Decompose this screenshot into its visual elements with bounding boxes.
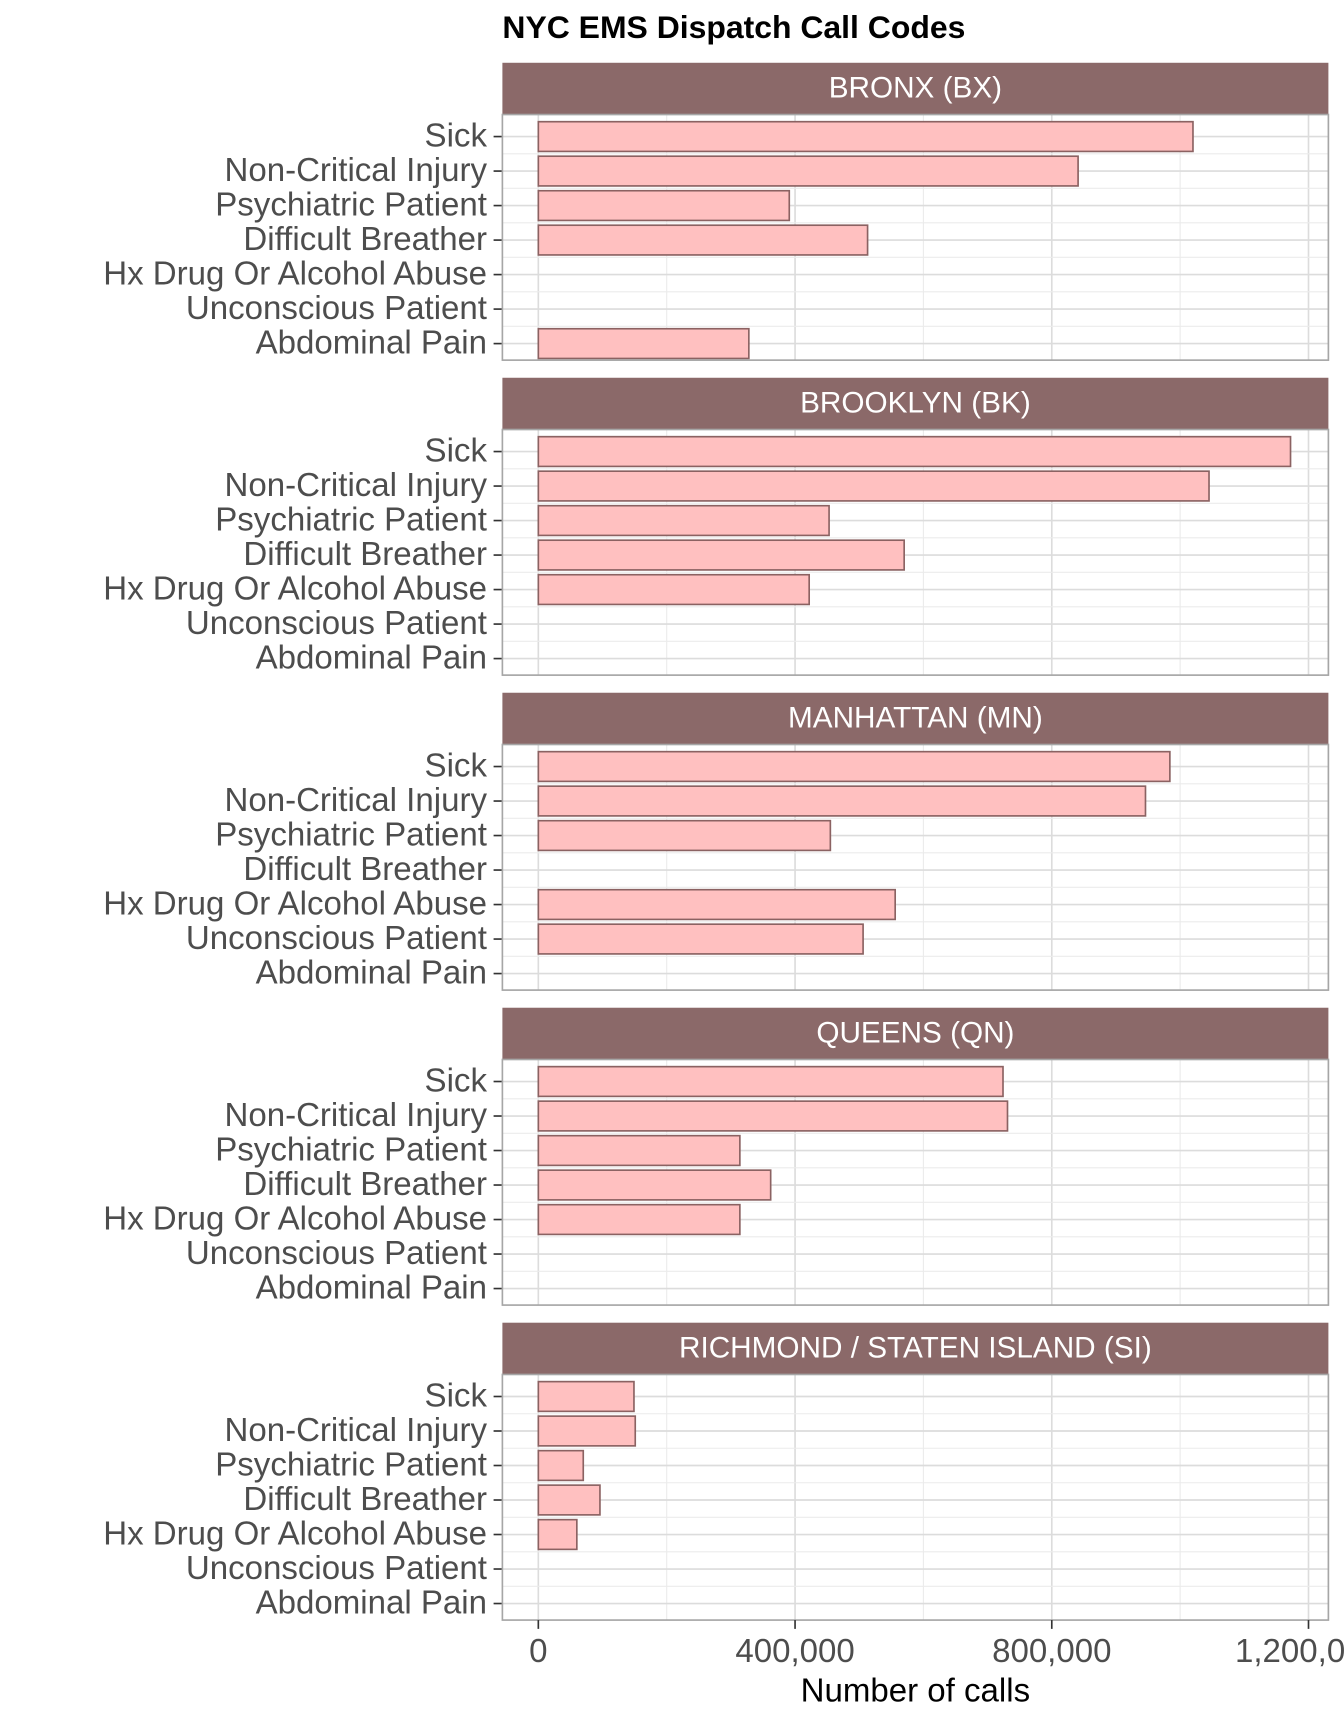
y-tick-label: Unconscious Patient: [186, 1235, 487, 1272]
x-tick-label: 0: [529, 1633, 547, 1670]
y-tick-label: Non-Critical Injury: [224, 152, 487, 189]
bar: [537, 750, 1171, 783]
bar: [537, 1203, 741, 1236]
y-tick-label: Abdominal Pain: [256, 1269, 487, 1306]
panel-border: [501, 428, 1330, 676]
y-tick-label: Difficult Breather: [243, 1166, 487, 1203]
bar: [537, 504, 830, 537]
x-tick-label: 800,000: [992, 1633, 1111, 1670]
y-tick-label: Hx Drug Or Alcohol Abuse: [103, 885, 487, 922]
bar: [537, 1518, 578, 1551]
bar: [537, 224, 869, 256]
y-tick-label: Abdominal Pain: [256, 639, 487, 676]
strip-label: BRONX (BX): [829, 72, 1002, 105]
bar: [537, 1415, 637, 1447]
y-tick-label: Psychiatric Patient: [215, 1131, 487, 1168]
bar: [537, 1100, 1009, 1132]
bar: [537, 923, 864, 955]
y-tick-label: Non-Critical Injury: [224, 1412, 487, 1449]
strip: [502, 62, 1329, 115]
bar: [537, 1380, 635, 1413]
bar: [537, 470, 1210, 502]
y-tick-label: Sick: [425, 117, 488, 154]
bar: [537, 120, 1194, 153]
y-tick-label: Sick: [425, 1062, 488, 1099]
panel-border: [501, 1058, 1330, 1306]
strip: [502, 1007, 1329, 1060]
x-tick-label: 1,200,000: [1235, 1633, 1344, 1670]
chart-title: NYC EMS Dispatch Call Codes: [502, 9, 965, 45]
strip-label: QUEENS (QN): [816, 1017, 1014, 1050]
y-tick-label: Psychiatric Patient: [215, 1446, 487, 1483]
y-tick-label: Psychiatric Patient: [215, 816, 487, 853]
strip-label: MANHATTAN (MN): [788, 702, 1043, 735]
strip-label: RICHMOND / STATEN ISLAND (SI): [679, 1332, 1152, 1365]
bar: [537, 189, 791, 222]
strip: [502, 692, 1329, 745]
y-tick-label: Difficult Breather: [243, 536, 487, 573]
y-tick-label: Hx Drug Or Alcohol Abuse: [103, 255, 487, 292]
y-tick-label: Sick: [425, 432, 488, 469]
y-tick-label: Psychiatric Patient: [215, 501, 487, 538]
y-tick-label: Psychiatric Patient: [215, 186, 487, 223]
y-tick-label: Hx Drug Or Alcohol Abuse: [103, 1515, 487, 1552]
bar: [537, 539, 905, 571]
y-tick-label: Abdominal Pain: [256, 324, 487, 361]
panel-border: [501, 113, 1330, 361]
bar: [537, 1169, 772, 1201]
y-tick-label: Unconscious Patient: [186, 290, 487, 327]
y-tick-label: Unconscious Patient: [186, 1550, 487, 1587]
x-axis-label: Number of calls: [801, 1672, 1030, 1709]
y-tick-label: Hx Drug Or Alcohol Abuse: [103, 1200, 487, 1237]
y-tick-label: Difficult Breather: [243, 1481, 487, 1518]
bar: [537, 1449, 585, 1482]
panel-border: [501, 743, 1330, 991]
y-tick-label: Non-Critical Injury: [224, 782, 487, 819]
y-tick-label: Difficult Breather: [243, 851, 487, 888]
panel-border: [501, 1373, 1330, 1621]
strip: [502, 1322, 1329, 1375]
bar: [537, 1134, 741, 1167]
x-tick-label: 400,000: [735, 1633, 854, 1670]
y-tick-label: Sick: [425, 1377, 488, 1414]
bar: [537, 1484, 601, 1516]
bar: [537, 1065, 1004, 1098]
strip-label: BROOKLYN (BK): [800, 387, 1031, 420]
bar: [537, 327, 750, 360]
y-tick-label: Sick: [425, 747, 488, 784]
y-tick-label: Unconscious Patient: [186, 605, 487, 642]
y-tick-label: Difficult Breather: [243, 221, 487, 258]
bar: [537, 573, 811, 606]
y-tick-label: Hx Drug Or Alcohol Abuse: [103, 570, 487, 607]
bar: [537, 819, 832, 852]
bar: [537, 155, 1079, 187]
y-tick-label: Non-Critical Injury: [224, 1097, 487, 1134]
bar: [537, 785, 1147, 817]
y-tick-label: Unconscious Patient: [186, 920, 487, 957]
bar: [537, 888, 897, 921]
y-tick-label: Abdominal Pain: [256, 954, 487, 991]
y-tick-label: Non-Critical Injury: [224, 467, 487, 504]
bar: [537, 435, 1292, 468]
strip: [502, 377, 1329, 430]
y-tick-label: Abdominal Pain: [256, 1584, 487, 1621]
